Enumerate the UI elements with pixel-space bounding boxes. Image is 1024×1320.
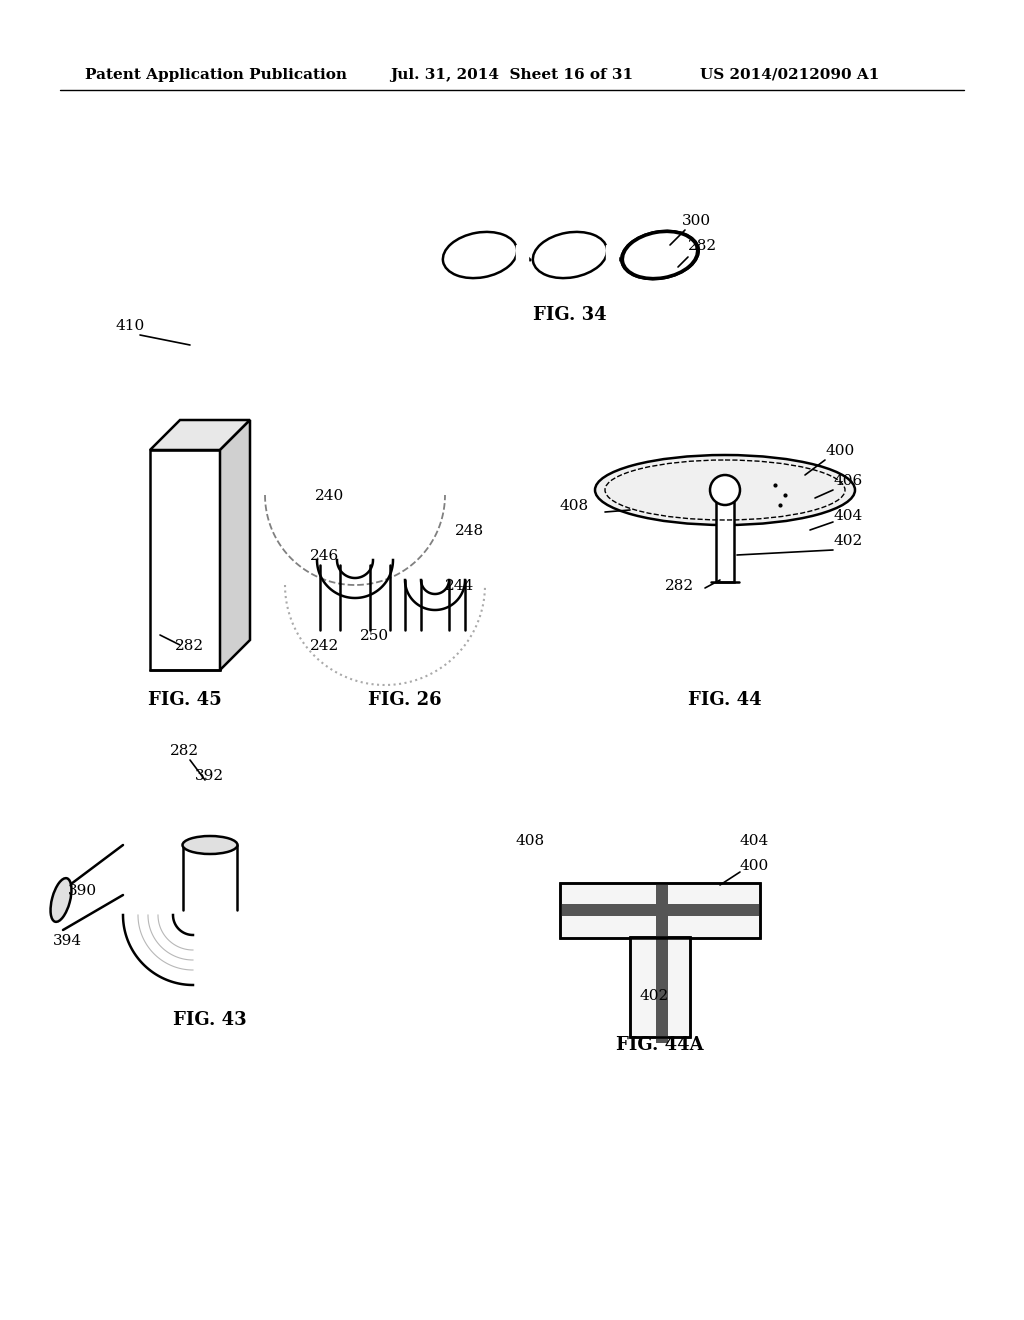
Text: 300: 300	[682, 214, 711, 228]
Text: 246: 246	[310, 549, 339, 564]
Polygon shape	[150, 450, 220, 671]
Bar	[716, 502, 734, 582]
Text: 404: 404	[740, 834, 769, 847]
Bar	[606, 246, 618, 265]
Text: 248: 248	[455, 524, 484, 539]
Ellipse shape	[595, 455, 855, 525]
Text: 408: 408	[560, 499, 589, 513]
Text: FIG. 34: FIG. 34	[534, 306, 607, 323]
Text: FIG. 44A: FIG. 44A	[616, 1036, 703, 1053]
Text: 250: 250	[360, 630, 389, 643]
Text: FIG. 26: FIG. 26	[369, 690, 441, 709]
Text: 402: 402	[640, 989, 670, 1003]
Text: 400: 400	[825, 444, 854, 458]
Text: 282: 282	[175, 639, 204, 653]
Bar	[516, 246, 528, 265]
Text: FIG. 45: FIG. 45	[148, 690, 222, 709]
Bar	[560, 904, 760, 916]
Ellipse shape	[532, 232, 607, 279]
Text: 402: 402	[833, 535, 862, 548]
Text: 404: 404	[833, 510, 862, 523]
Text: US 2014/0212090 A1: US 2014/0212090 A1	[700, 69, 880, 82]
Text: 244: 244	[445, 579, 474, 593]
Ellipse shape	[50, 878, 72, 921]
Text: 410: 410	[115, 319, 144, 333]
Text: Patent Application Publication: Patent Application Publication	[85, 69, 347, 82]
Text: 242: 242	[310, 639, 339, 653]
Text: 392: 392	[195, 770, 224, 783]
Text: 408: 408	[515, 834, 544, 847]
Polygon shape	[150, 420, 250, 450]
Text: 400: 400	[740, 859, 769, 873]
Circle shape	[710, 475, 740, 506]
Text: 390: 390	[68, 884, 97, 898]
Text: 240: 240	[315, 488, 344, 503]
Text: 282: 282	[665, 579, 694, 593]
Ellipse shape	[182, 836, 238, 854]
Text: 406: 406	[833, 474, 862, 488]
Text: 282: 282	[688, 239, 717, 253]
Text: FIG. 43: FIG. 43	[173, 1011, 247, 1030]
Polygon shape	[220, 420, 250, 671]
Bar	[630, 937, 690, 1038]
Text: FIG. 44: FIG. 44	[688, 690, 762, 709]
Bar	[560, 883, 760, 939]
Bar	[630, 937, 690, 1038]
Text: 282: 282	[170, 744, 199, 758]
Ellipse shape	[622, 231, 698, 279]
Ellipse shape	[623, 232, 697, 279]
Text: Jul. 31, 2014  Sheet 16 of 31: Jul. 31, 2014 Sheet 16 of 31	[390, 69, 633, 82]
Bar	[560, 883, 760, 939]
Ellipse shape	[442, 232, 517, 279]
Text: 394: 394	[53, 935, 82, 948]
Bar	[656, 883, 668, 1043]
